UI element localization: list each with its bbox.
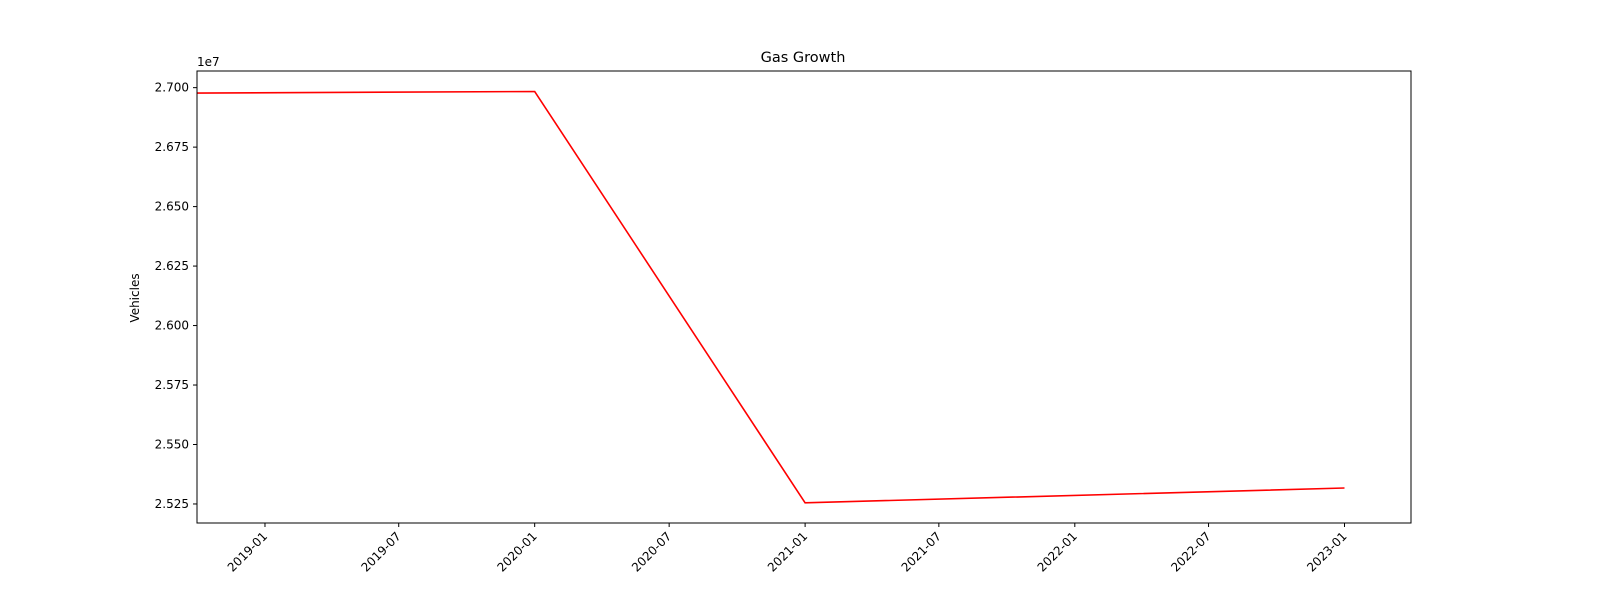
plot-frame xyxy=(196,70,1412,524)
x-tick-label: 2022-07 xyxy=(1168,529,1213,574)
y-tick-label: 2.600 xyxy=(155,319,189,333)
y-axis-label: Vehicles xyxy=(128,273,142,322)
y-tick-label: 2.625 xyxy=(155,259,189,273)
y-tick-label: 2.675 xyxy=(155,140,189,154)
y-tick-label: 2.525 xyxy=(155,497,189,511)
x-tick-label: 2020-01 xyxy=(494,529,539,574)
series-line xyxy=(196,90,1345,504)
y-tick-label: 2.550 xyxy=(155,437,189,451)
x-tick-label: 2021-01 xyxy=(765,529,810,574)
x-tick-label: 2020-07 xyxy=(629,529,674,574)
y-tick-label: 2.575 xyxy=(155,378,189,392)
y-tick-label: 2.650 xyxy=(155,200,189,214)
x-tick-label: 2022-01 xyxy=(1035,529,1080,574)
x-tick-label: 2019-01 xyxy=(225,529,270,574)
x-tick-label: 2021-07 xyxy=(899,529,944,574)
x-tick-label: 2019-07 xyxy=(358,529,403,574)
y-tick-label: 2.700 xyxy=(155,81,189,95)
chart-title: Gas Growth xyxy=(761,50,846,66)
y-axis-offset-label: 1e7 xyxy=(197,55,220,69)
x-tick-label: 2023-01 xyxy=(1304,529,1349,574)
